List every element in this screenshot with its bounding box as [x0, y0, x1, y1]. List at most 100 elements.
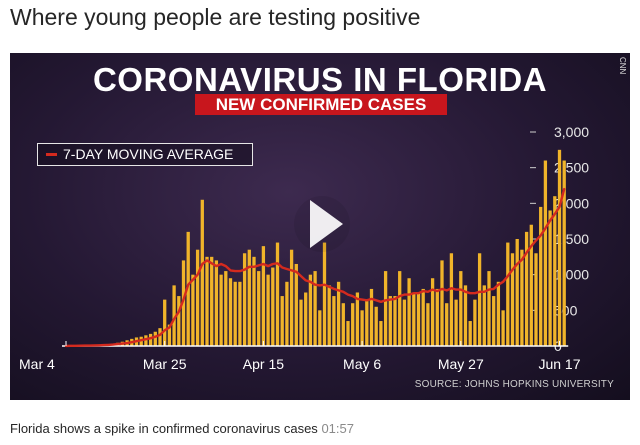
bar	[510, 253, 515, 346]
play-button[interactable]	[293, 195, 351, 253]
bar	[346, 321, 350, 346]
bar	[186, 231, 190, 346]
bar	[313, 271, 317, 346]
x-tick-label: May 6	[343, 356, 381, 372]
y-tick-label: 3,000	[554, 124, 589, 140]
bar	[435, 288, 439, 346]
bar	[426, 303, 430, 346]
bar	[210, 256, 214, 346]
bar	[553, 196, 557, 346]
bar	[529, 224, 533, 346]
bar	[445, 303, 449, 346]
bar	[398, 271, 402, 346]
play-icon	[294, 196, 350, 252]
bar	[369, 288, 374, 346]
bar	[228, 278, 233, 346]
bar	[294, 263, 298, 346]
bar	[430, 278, 435, 346]
headline: Where young people are testing positive	[10, 4, 421, 30]
bar	[496, 281, 501, 346]
video-duration: 01:57	[321, 421, 354, 436]
bar	[393, 296, 397, 346]
bar	[412, 292, 416, 346]
moving-average-line	[64, 187, 566, 348]
bar	[524, 231, 529, 346]
video-caption[interactable]: Florida shows a spike in confirmed coron…	[10, 421, 354, 436]
bar	[177, 296, 181, 346]
bar	[463, 285, 468, 346]
bar	[163, 299, 167, 346]
bar	[355, 292, 360, 346]
bar	[148, 333, 153, 346]
bar	[252, 256, 256, 346]
bar	[473, 299, 477, 346]
legend-line-swatch	[46, 153, 57, 156]
bar	[548, 210, 552, 346]
bar	[285, 281, 289, 346]
bar	[421, 288, 425, 346]
bar	[327, 285, 331, 346]
bar	[539, 206, 543, 346]
bar	[440, 260, 444, 346]
legend-label: 7-DAY MOVING AVERAGE	[63, 146, 234, 162]
chart-subtitle: NEW CONFIRMED CASES	[195, 94, 447, 115]
bar	[257, 271, 261, 346]
bar	[468, 321, 472, 346]
bar	[322, 242, 327, 346]
bar	[515, 239, 519, 346]
bar	[247, 249, 251, 346]
bar	[501, 310, 505, 346]
bar	[416, 292, 421, 346]
bar	[144, 335, 148, 346]
chart-source: SOURCE: JOHNS HOPKINS UNIVERSITY	[414, 379, 614, 390]
chart-legend: 7-DAY MOVING AVERAGE	[37, 143, 253, 166]
bar	[407, 278, 411, 346]
bar	[233, 281, 237, 346]
bar	[388, 296, 392, 346]
bar	[261, 246, 266, 346]
bar	[289, 249, 294, 346]
bar	[449, 253, 454, 346]
x-tick-label: May 27	[438, 356, 484, 372]
bar	[195, 249, 200, 346]
chart-title: CORONAVIRUS IN FLORIDA	[92, 61, 548, 98]
bar	[191, 274, 195, 346]
bar	[304, 292, 308, 346]
bar	[459, 271, 463, 346]
x-tick-label: Mar 4	[19, 356, 55, 372]
bar	[181, 260, 186, 346]
bar	[383, 271, 388, 346]
bar	[506, 242, 510, 346]
bar	[374, 306, 378, 346]
bar	[299, 299, 303, 346]
bar	[336, 281, 341, 346]
bar	[454, 299, 458, 346]
cnn-logo: CNN	[618, 57, 627, 75]
bar	[351, 303, 355, 346]
bar	[219, 274, 223, 346]
bar	[332, 296, 336, 346]
bar	[238, 281, 242, 346]
bar	[308, 274, 313, 346]
bar	[492, 296, 496, 346]
bar	[557, 149, 562, 346]
bar	[266, 274, 270, 346]
bar	[167, 324, 172, 346]
bar	[360, 310, 364, 346]
bar	[214, 260, 219, 346]
x-tick-label: Mar 25	[143, 356, 187, 372]
bar	[562, 160, 566, 346]
bar	[318, 310, 322, 346]
bar	[172, 285, 176, 346]
x-tick-label: Jun 17	[538, 356, 580, 372]
bar	[520, 249, 524, 346]
bar	[205, 256, 209, 346]
bar	[534, 253, 538, 346]
bar	[341, 303, 345, 346]
bar	[224, 271, 228, 346]
bar	[365, 299, 369, 346]
bar	[280, 296, 284, 346]
bar	[543, 160, 548, 346]
